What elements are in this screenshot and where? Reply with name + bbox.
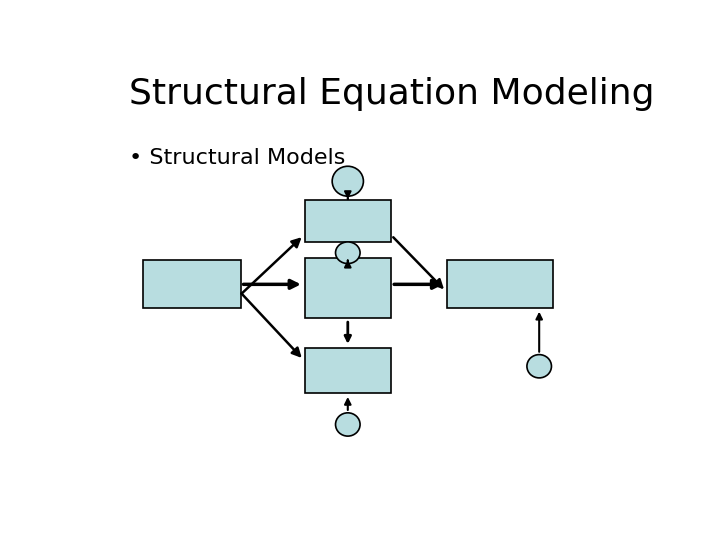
Ellipse shape <box>332 166 364 196</box>
Ellipse shape <box>527 355 552 378</box>
Text: • Structural Models: • Structural Models <box>129 148 346 168</box>
Bar <box>305 258 392 319</box>
Bar <box>447 260 553 308</box>
Bar <box>305 200 392 241</box>
Ellipse shape <box>336 413 360 436</box>
Ellipse shape <box>336 242 360 264</box>
Bar <box>143 260 240 308</box>
Text: Structural Equation Modeling: Structural Equation Modeling <box>129 77 654 111</box>
Bar <box>305 348 392 393</box>
